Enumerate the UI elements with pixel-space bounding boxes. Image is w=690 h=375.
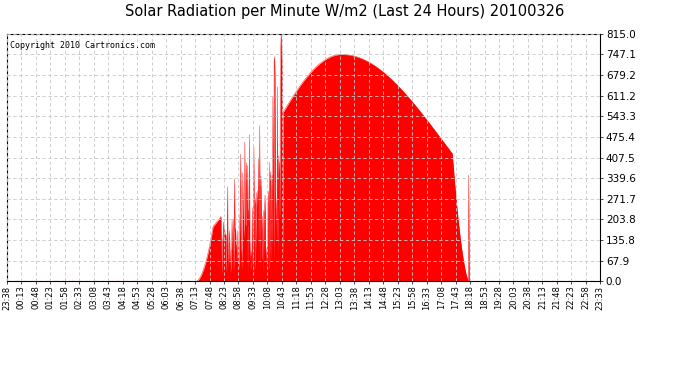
Text: Copyright 2010 Cartronics.com: Copyright 2010 Cartronics.com xyxy=(10,41,155,50)
Text: Solar Radiation per Minute W/m2 (Last 24 Hours) 20100326: Solar Radiation per Minute W/m2 (Last 24… xyxy=(126,4,564,19)
